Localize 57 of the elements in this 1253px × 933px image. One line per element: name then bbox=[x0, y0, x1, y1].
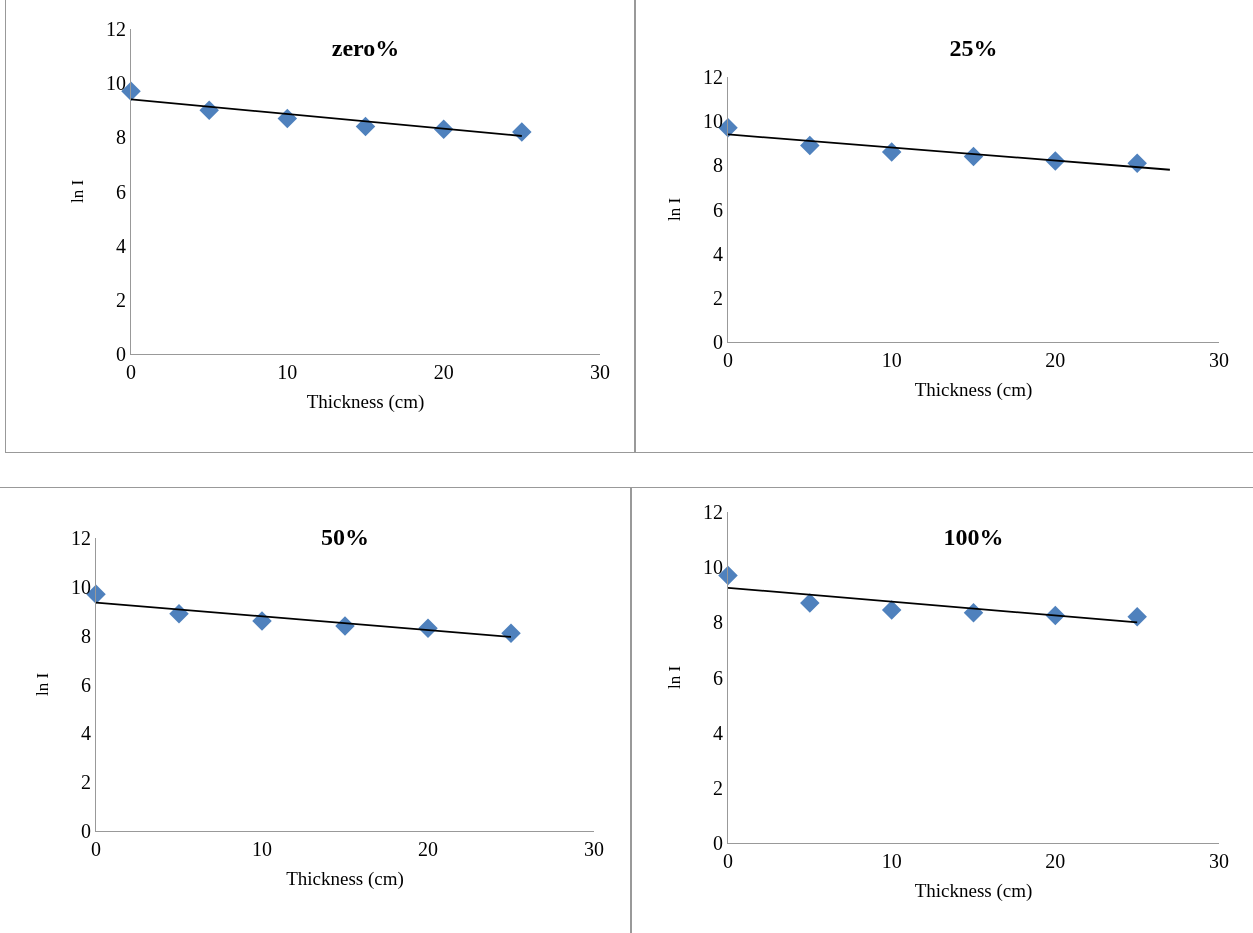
x-tick-label: 30 bbox=[1209, 349, 1229, 371]
x-tick-label: 20 bbox=[1045, 349, 1066, 371]
x-axis-title: Thickness (cm) bbox=[914, 879, 1033, 902]
y-tick-label: 6 bbox=[713, 666, 723, 689]
y-tick-label: 2 bbox=[713, 776, 723, 799]
x-tick-label: 30 bbox=[590, 361, 610, 383]
point bbox=[169, 603, 189, 624]
x-tick-label: 10 bbox=[277, 361, 298, 383]
point bbox=[881, 142, 902, 162]
y-tick-label: 8 bbox=[713, 154, 723, 177]
y-tick-label: 8 bbox=[713, 611, 723, 634]
text: 100% bbox=[943, 523, 1004, 550]
point bbox=[512, 122, 532, 142]
y-tick-label: 2 bbox=[116, 288, 126, 311]
chart-title: zero% bbox=[331, 34, 400, 61]
point bbox=[800, 593, 820, 613]
x-axis-title: Thickness (cm) bbox=[914, 378, 1033, 401]
x-tick-label: 10 bbox=[252, 838, 272, 860]
y-tick-label: 12 bbox=[703, 501, 723, 523]
y-tick-label: 6 bbox=[713, 198, 723, 221]
y-tick-label: 10 bbox=[703, 556, 723, 579]
y-axis-title: ln I bbox=[67, 179, 87, 204]
point bbox=[881, 600, 902, 620]
y-tick-label: 4 bbox=[81, 722, 91, 745]
chart-title: 50% bbox=[321, 523, 369, 550]
y-tick-label: 4 bbox=[713, 242, 723, 265]
y-tick-label: 10 bbox=[703, 110, 723, 133]
y-axis-title: ln I bbox=[32, 672, 52, 697]
y-tick-label: 8 bbox=[81, 624, 91, 647]
point bbox=[1127, 607, 1147, 627]
y-tick-label: 0 bbox=[713, 331, 723, 353]
y-tick-label: 12 bbox=[106, 18, 126, 40]
y-tick-label: 10 bbox=[106, 72, 126, 95]
chart-title: 25% bbox=[949, 34, 998, 61]
y-tick-label: 4 bbox=[713, 721, 723, 744]
point bbox=[800, 135, 820, 156]
y-tick-label: 12 bbox=[703, 66, 723, 88]
x-axis-title: Thickness (cm) bbox=[306, 390, 425, 413]
y-tick-label: 0 bbox=[81, 820, 91, 842]
y-tick-label: 6 bbox=[116, 180, 126, 203]
y-tick-label: 2 bbox=[713, 286, 723, 309]
y-tick-label: 12 bbox=[71, 527, 91, 549]
x-axis-title: Thickness (cm) bbox=[286, 867, 404, 890]
y-tick-label: 4 bbox=[116, 234, 126, 257]
x-tick-label: 30 bbox=[584, 838, 604, 860]
x-tick-label: 30 bbox=[1209, 850, 1229, 872]
x-tick-label: 20 bbox=[418, 838, 438, 860]
y-tick-label: 6 bbox=[81, 673, 91, 696]
y-tick-label: 10 bbox=[71, 575, 91, 598]
y-tick-label: 8 bbox=[116, 126, 126, 149]
x-tick-label: 10 bbox=[881, 349, 902, 371]
x-tick-label: 20 bbox=[1045, 850, 1066, 872]
x-tick-label: 10 bbox=[881, 850, 902, 872]
y-tick-label: 2 bbox=[81, 771, 91, 794]
y-axis-title: ln I bbox=[664, 665, 684, 690]
y-axis-title: ln I bbox=[664, 197, 684, 222]
x-tick-label: 20 bbox=[433, 361, 454, 383]
